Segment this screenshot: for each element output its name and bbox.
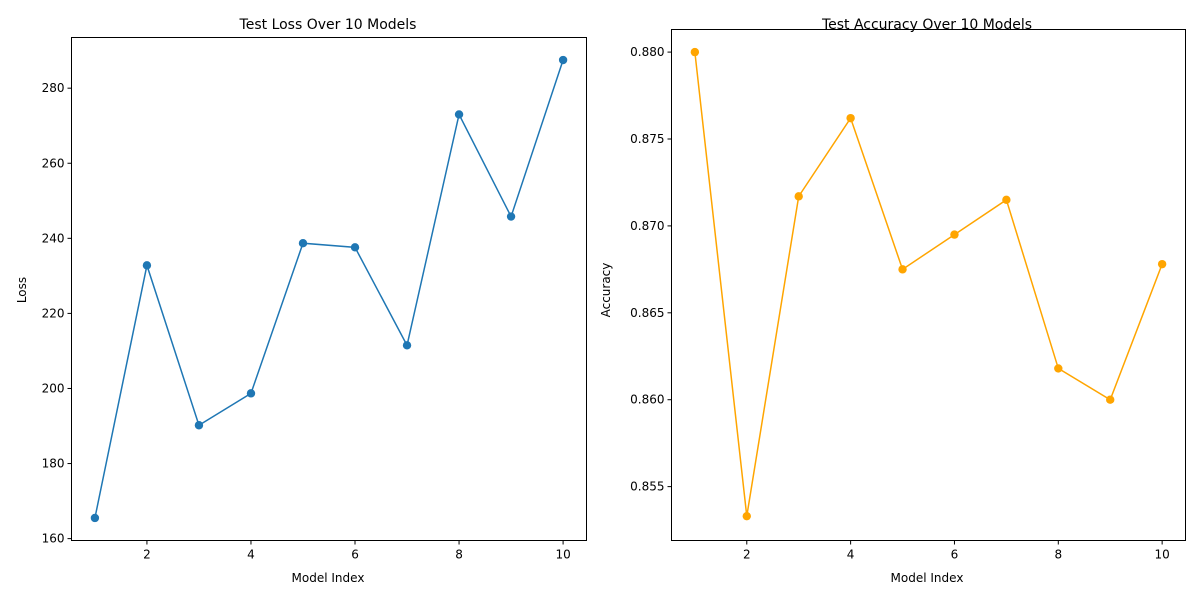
loss-chart-data-point [246, 389, 256, 398]
loss-chart-ylabel: Loss [15, 277, 29, 303]
loss-chart-data-point [142, 261, 152, 270]
accuracy-chart-xlabel: Model Index [891, 571, 964, 585]
accuracy-chart-plot-frame [671, 29, 1186, 541]
loss-chart-ytick-label: 160 [42, 532, 65, 546]
accuracy-chart-ylabel: Accuracy [599, 263, 613, 318]
loss-chart-ytick-label: 280 [42, 81, 65, 95]
loss-chart-ytick-label: 220 [42, 306, 65, 320]
accuracy-chart-xtick-label: 8 [1054, 548, 1062, 562]
loss-chart-xlabel: Model Index [292, 571, 365, 585]
loss-chart-data-point [506, 212, 516, 221]
loss-chart-data-point [350, 243, 360, 252]
accuracy-chart-data-point [1054, 364, 1063, 373]
accuracy-chart-ytick-label: 0.865 [630, 306, 664, 320]
loss-chart-data-point [90, 513, 100, 523]
accuracy-chart-data-point [690, 47, 700, 57]
loss-chart-xtick-label: 6 [351, 548, 359, 562]
accuracy-chart-data-point [794, 192, 803, 201]
loss-chart-ytick-label: 260 [42, 156, 65, 170]
loss-chart-ytick-label: 200 [42, 381, 65, 395]
loss-chart-data-point [194, 421, 204, 430]
accuracy-chart: Test Accuracy Over 10 Models Model Index… [599, 17, 1186, 585]
loss-chart: Test Loss Over 10 Models Model Index Los… [15, 17, 587, 585]
loss-chart-title: Test Loss Over 10 Models [239, 17, 417, 33]
accuracy-chart-marks: 2 4 6 8 10 0.855 0.860 0.865 0.870 0.875 0.880 [630, 45, 1170, 561]
accuracy-chart-series-line [694, 52, 1163, 517]
accuracy-chart-ytick-label: 0.870 [630, 219, 664, 233]
loss-chart-plot-frame [71, 37, 587, 541]
accuracy-chart-data-point [1157, 259, 1167, 269]
accuracy-chart-data-point [742, 511, 751, 521]
accuracy-chart-data-point [846, 113, 855, 123]
loss-chart-data-point [402, 341, 412, 350]
loss-chart-ytick-label: 180 [42, 457, 65, 471]
accuracy-chart-xtick-label: 10 [1154, 548, 1169, 562]
loss-chart-data-point [298, 239, 308, 248]
loss-chart-data-point [558, 55, 568, 65]
accuracy-chart-title: Test Accuracy Over 10 Models [821, 17, 1032, 33]
accuracy-chart-xtick-label: 6 [951, 548, 959, 562]
accuracy-chart-ytick-label: 0.875 [630, 132, 664, 146]
loss-chart-ytick-label: 240 [42, 231, 65, 245]
accuracy-chart-xtick-label: 2 [743, 548, 751, 562]
accuracy-chart-data-point [950, 230, 959, 239]
loss-chart-xtick-label: 4 [247, 548, 255, 562]
accuracy-chart-ytick-label: 0.855 [630, 480, 664, 494]
accuracy-chart-data-point [1002, 195, 1011, 205]
loss-chart-marks: 2 4 6 8 10 160 180 200 220 240 260 280 [42, 55, 571, 562]
accuracy-chart-xtick-label: 4 [847, 548, 855, 562]
loss-chart-xtick-label: 8 [455, 548, 463, 562]
loss-chart-xtick-label: 10 [555, 548, 570, 562]
accuracy-chart-ytick-label: 0.880 [630, 45, 664, 59]
loss-chart-xtick-label: 2 [143, 548, 151, 562]
loss-chart-data-point [454, 110, 464, 119]
accuracy-chart-data-point [898, 265, 907, 274]
loss-chart-series-line [94, 59, 564, 519]
accuracy-chart-data-point [1106, 395, 1115, 404]
accuracy-chart-ytick-label: 0.860 [630, 393, 664, 407]
